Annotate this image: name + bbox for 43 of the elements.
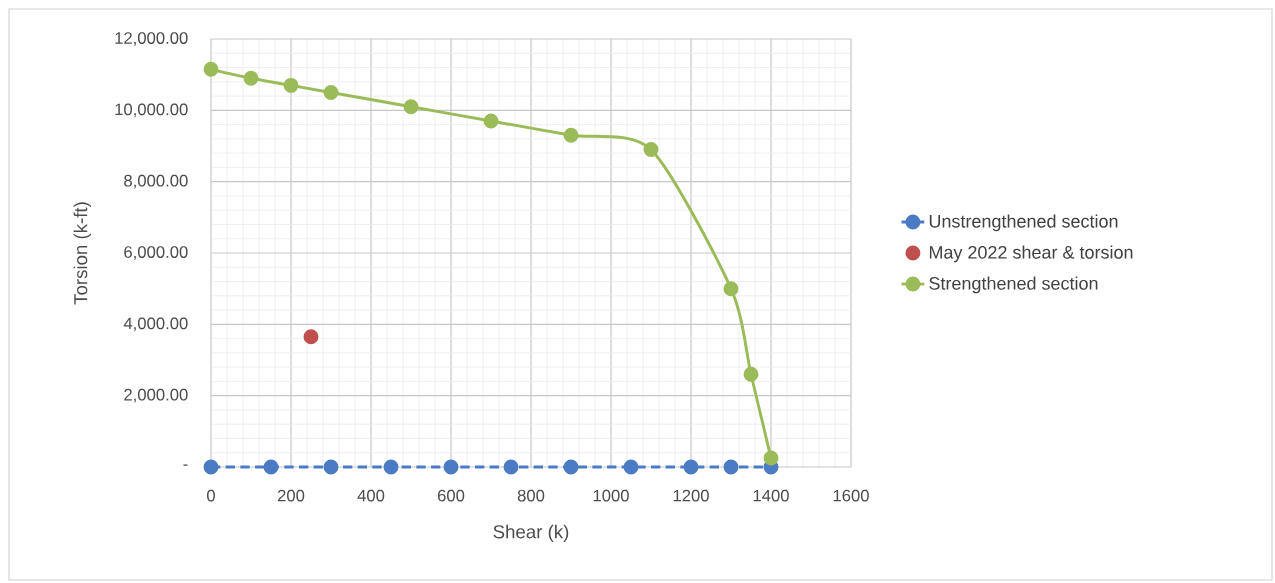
legend-label: Strengthened section (929, 276, 1098, 294)
point (403, 99, 419, 115)
x-tick-label: 200 (277, 489, 305, 502)
point (763, 450, 779, 466)
legend-label: May 2022 shear & torsion (929, 245, 1133, 263)
point (323, 85, 339, 100)
y-tick-label: 6,000.00 (124, 246, 188, 260)
y-tick-label: 2,000.00 (124, 388, 188, 403)
point (443, 459, 459, 475)
x-tick-label: 400 (357, 489, 385, 502)
y-axis-title: Torsion (k-ft) (73, 202, 91, 305)
x-tick-label: 1400 (753, 489, 789, 502)
point (303, 329, 319, 345)
x-axis-title: Shear (k) (493, 524, 569, 543)
point (283, 77, 299, 93)
point (683, 459, 699, 475)
x-tick-label: 1000 (593, 489, 629, 502)
x-tick-label: 1600 (833, 489, 869, 502)
point (483, 113, 499, 129)
point (723, 459, 739, 475)
x-tick-label: 1200 (673, 489, 709, 502)
point (203, 459, 219, 475)
point (323, 459, 339, 475)
point (563, 459, 579, 475)
point (723, 281, 739, 297)
point (643, 142, 659, 158)
y-tick-label: 10,000.00 (115, 103, 188, 118)
legend-label: Unstrengthened section (929, 214, 1118, 232)
point (563, 127, 579, 143)
point (743, 366, 759, 382)
point (623, 459, 639, 475)
point (503, 459, 519, 475)
y-tick-label: 4,000.00 (123, 317, 188, 332)
point (263, 459, 279, 475)
y-tick-label: 12,000.00 (115, 32, 188, 46)
y-tick-label: 8,000.00 (124, 174, 188, 189)
y-tick-label: - (183, 464, 188, 466)
x-tick-label: 800 (517, 489, 545, 502)
point (383, 459, 399, 475)
point (203, 61, 219, 77)
point (243, 70, 259, 86)
x-tick-label: 0 (207, 489, 215, 502)
x-tick-label: 600 (437, 489, 465, 502)
